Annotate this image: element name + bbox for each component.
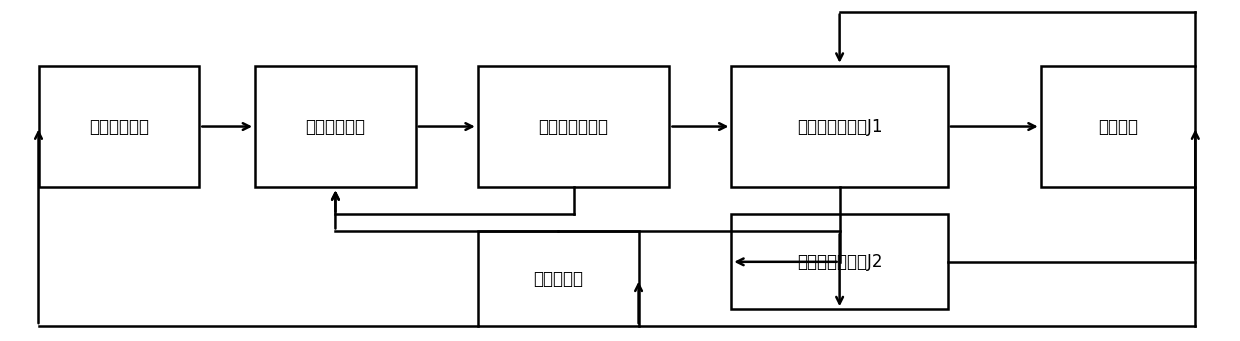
Text: 采样电阻: 采样电阻	[1097, 118, 1138, 135]
Bar	[477, 232, 639, 326]
Text: 正向交流接触器J1: 正向交流接触器J1	[797, 118, 883, 135]
Text: 整流及滤波电路: 整流及滤波电路	[538, 118, 609, 135]
Bar	[477, 66, 670, 188]
Text: 主交流接触器: 主交流接触器	[89, 118, 149, 135]
Bar	[255, 66, 415, 188]
Text: 大电流发生器: 大电流发生器	[305, 118, 366, 135]
Bar	[1040, 66, 1195, 188]
Bar	[732, 214, 947, 309]
Bar	[732, 66, 947, 188]
Text: 集中控制器: 集中控制器	[533, 270, 583, 288]
Bar	[38, 66, 200, 188]
Text: 负向交流接触器J2: 负向交流接触器J2	[797, 253, 883, 271]
